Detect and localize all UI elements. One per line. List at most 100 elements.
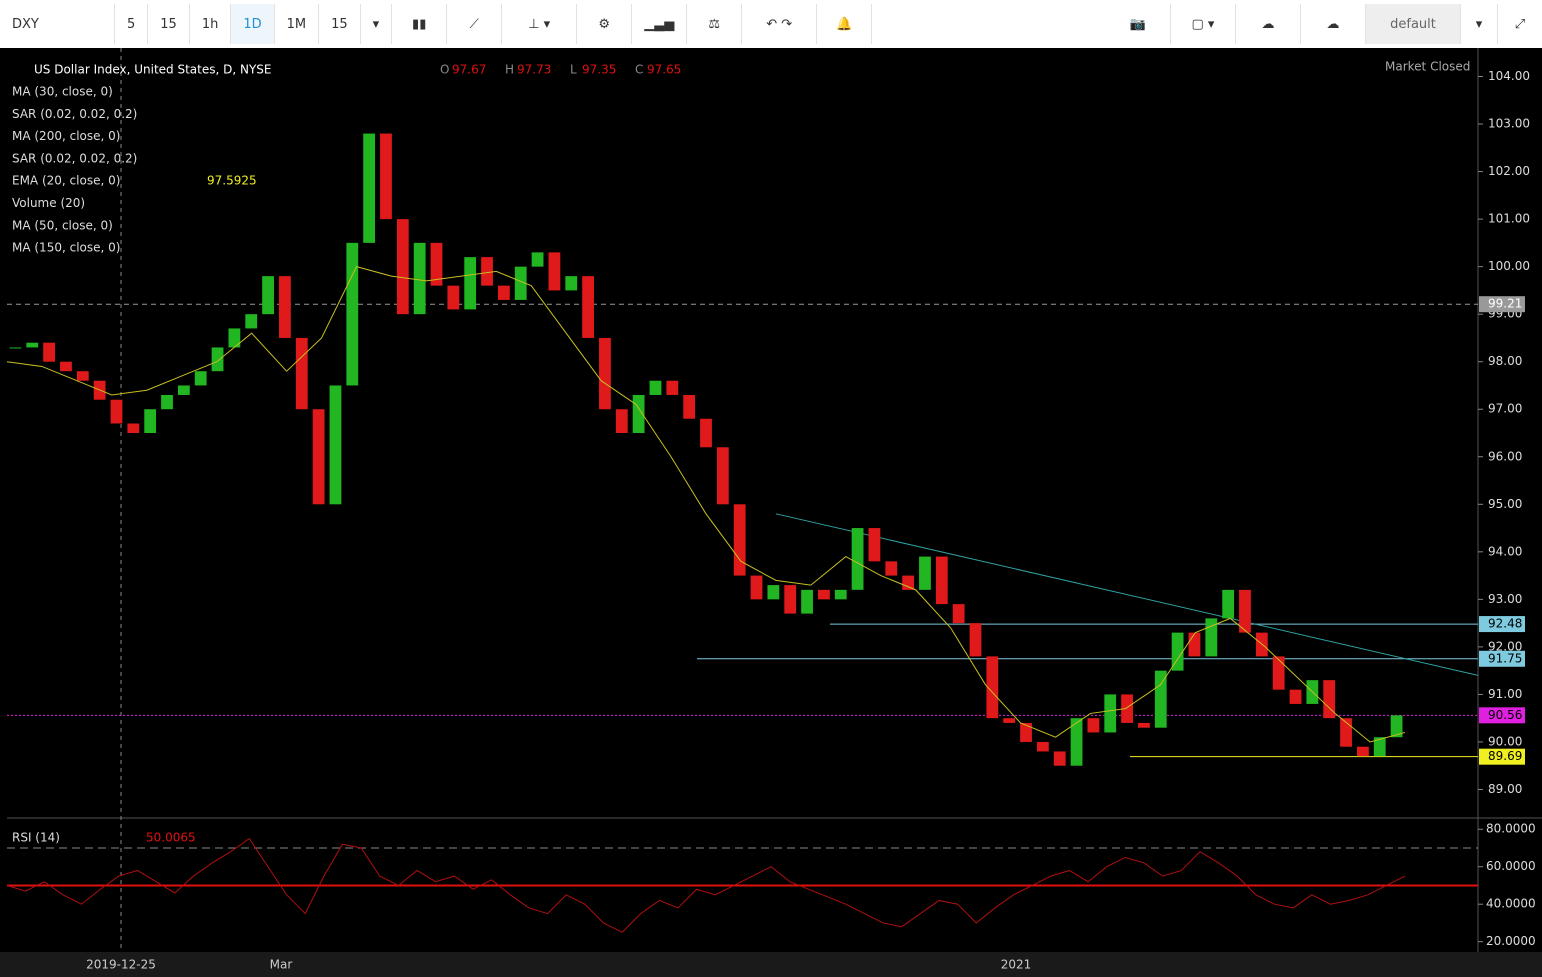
x-axis-bg [0, 952, 1542, 977]
candle [447, 285, 460, 310]
candle [1205, 618, 1218, 657]
interval[interactable]: 5 [115, 4, 149, 44]
candle [464, 257, 477, 310]
layout-dd[interactable]: ▾ [1461, 4, 1498, 44]
candle [1003, 718, 1016, 723]
rsi-value: 50.0065 [146, 831, 196, 845]
candle [228, 328, 241, 348]
candle [1020, 722, 1032, 742]
price-label: 91.75 [1488, 651, 1522, 665]
candle [262, 276, 274, 315]
candle [801, 589, 813, 614]
candle [60, 361, 72, 372]
candle [565, 276, 578, 291]
ohlc-letter: L [570, 63, 577, 77]
undo-redo[interactable]: ↶ ↷ [742, 4, 818, 44]
candle [1036, 741, 1049, 752]
candle [76, 371, 89, 381]
candle [851, 528, 864, 590]
price-badge [1479, 616, 1525, 633]
candle [1087, 718, 1100, 733]
load-btn[interactable]: ☁ [1236, 4, 1301, 44]
layout[interactable]: default [1366, 4, 1461, 44]
theme-btn[interactable]: ▢ ▾ [1171, 4, 1236, 44]
candle [548, 252, 561, 291]
ohlc-value: 97.73 [517, 63, 551, 77]
candle [599, 337, 611, 410]
price-label: 99.21 [1488, 297, 1522, 311]
candle [396, 219, 409, 315]
dropdown[interactable]: ▾ [361, 4, 393, 44]
y-tick-label: 80.0000 [1486, 822, 1536, 836]
candle [43, 342, 56, 362]
candles-btn[interactable]: ▮▮ [392, 4, 448, 44]
candle [531, 252, 544, 267]
fullscreen[interactable]: ⤢ [1514, 16, 1526, 32]
candle [110, 399, 123, 424]
y-tick-label: 98.00 [1488, 354, 1522, 368]
candle [1373, 737, 1386, 757]
compare-btn[interactable]: ▁▃▅ [632, 4, 688, 44]
candle [1188, 632, 1201, 657]
candle [245, 314, 258, 329]
line-btn[interactable]: ⟋ [447, 4, 503, 44]
candle [1272, 656, 1285, 690]
candle [986, 656, 999, 719]
candle [1053, 751, 1066, 766]
settings-btn[interactable]: ⚙ [577, 4, 633, 44]
ohlc-letter: H [505, 63, 514, 77]
candle [1323, 680, 1336, 719]
candle [430, 242, 443, 286]
candle [194, 371, 207, 386]
y-tick-label: 20.0000 [1486, 934, 1536, 948]
interval[interactable]: 15 [148, 4, 190, 44]
candle [279, 276, 291, 338]
candle [497, 285, 510, 300]
indicators-btn[interactable]: ⊥ ▾ [502, 4, 578, 44]
candle [683, 394, 696, 419]
candle [868, 528, 881, 562]
indicator: Volume (20) [12, 196, 85, 210]
indicator: MA (150, close, 0) [12, 241, 120, 255]
indicator: MA (30, close, 0) [12, 85, 113, 99]
snapshot-btn[interactable]: 📷 [1106, 4, 1171, 44]
y-tick-label: 103.00 [1488, 117, 1530, 131]
toolbar: DXY 5 15 1h 1D 1M 15 ▾ ▮▮ ⟋ ⊥ ▾ ⚙ ▁▃▅ ⚖ ↶ ↷ 🔔… [0, 0, 1542, 49]
indicator: MA (50, close, 0) [12, 218, 113, 232]
candle [1239, 589, 1251, 633]
y-tick-label: 94.00 [1488, 544, 1522, 558]
y-tick-label: 100.00 [1488, 259, 1530, 273]
interval[interactable]: 1M [275, 4, 320, 44]
symbol[interactable]: DXY [0, 4, 115, 44]
y-tick-label: 60.0000 [1486, 859, 1536, 873]
rsi-name: RSI (14) [12, 831, 60, 845]
candle [885, 561, 898, 576]
candle [818, 589, 830, 600]
ohlc-letter: O [440, 63, 449, 77]
indicator: SAR (0.02, 0.02, 0.2) [12, 151, 137, 165]
ema-line [6, 266, 1406, 743]
candle [1340, 718, 1352, 747]
ohlc-value: 97.65 [647, 63, 681, 77]
alert-btn[interactable]: 🔔 [817, 4, 873, 44]
status: Market Closed [1385, 60, 1470, 74]
candle [1289, 689, 1302, 704]
candle [127, 423, 140, 433]
interval[interactable]: 15 [319, 4, 361, 44]
interval[interactable]: 1D [231, 4, 275, 44]
y-tick-label: 90.00 [1488, 734, 1522, 748]
candle [615, 409, 628, 433]
save-btn[interactable]: ☁ [1301, 4, 1366, 44]
candle [1222, 589, 1235, 619]
candle [1390, 715, 1403, 738]
scale-btn[interactable]: ⚖ [687, 4, 743, 44]
rsi-line [6, 837, 1406, 933]
y-tick-label: 97.00 [1488, 402, 1522, 416]
candle [716, 447, 729, 505]
candle [582, 276, 594, 338]
candle [26, 342, 39, 348]
candle [767, 585, 780, 600]
interval[interactable]: 1h [190, 4, 232, 44]
price-badge [1479, 650, 1525, 667]
